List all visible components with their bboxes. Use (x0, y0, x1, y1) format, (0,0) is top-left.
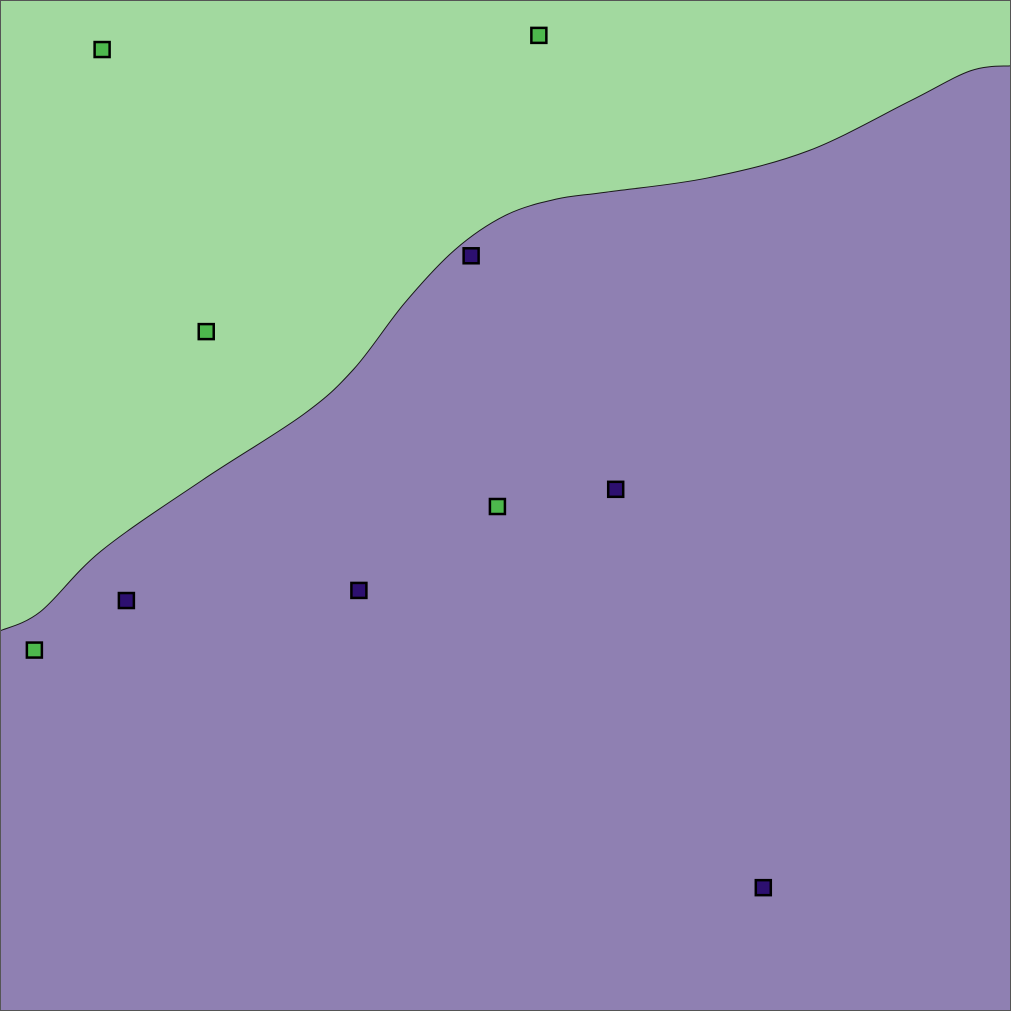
class-b-point (606, 480, 625, 499)
class-b-point (350, 581, 368, 600)
class-b-region (0, 65, 1011, 1011)
class-b-point (117, 591, 136, 610)
decision-boundary-line (0, 65, 1011, 632)
class-b-point (462, 247, 480, 265)
class-a-point (488, 497, 507, 516)
data-points (25, 26, 773, 897)
class-a-point (25, 641, 44, 659)
class-a-point (530, 26, 548, 45)
class-a-point (197, 322, 215, 341)
class-b-point (754, 878, 773, 897)
class-a-point (93, 40, 111, 59)
